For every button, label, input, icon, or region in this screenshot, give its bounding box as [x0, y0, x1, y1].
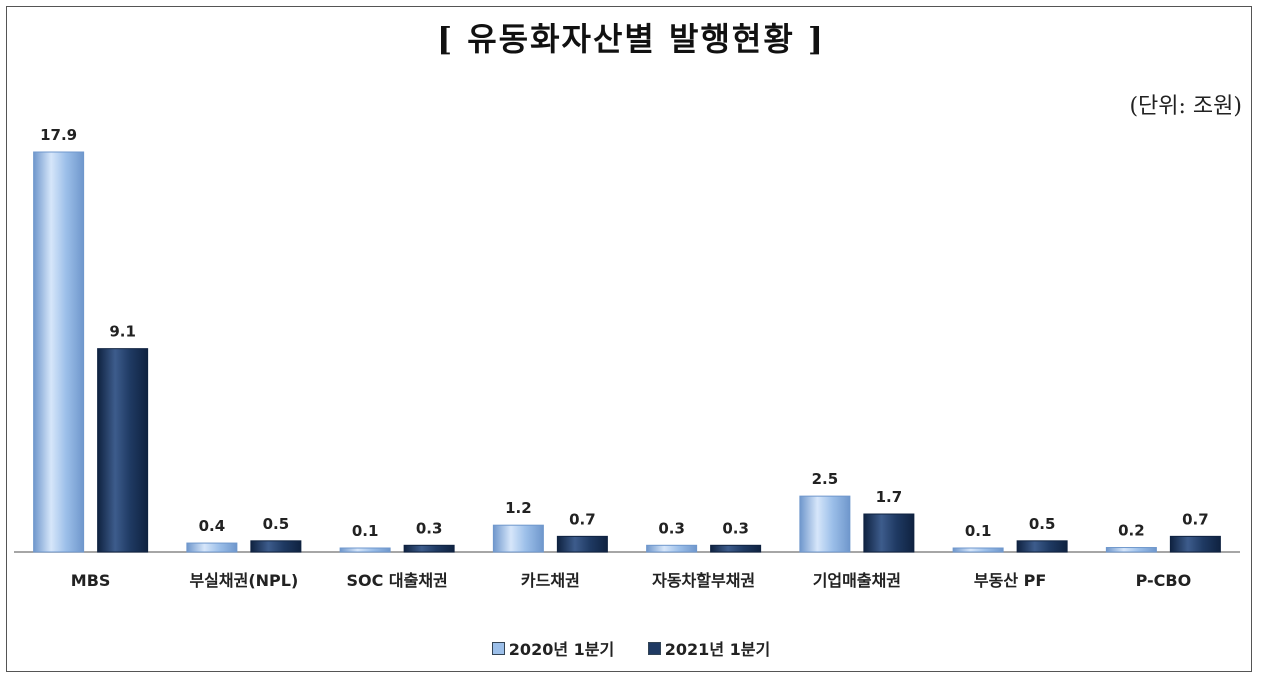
- category-label-5: 기업매출채권: [813, 571, 901, 590]
- data-label-2021-4: 0.3: [722, 519, 749, 537]
- bar-2020-1: [186, 542, 238, 553]
- chart-title: [ 유동화자산별 발행현황 ]: [436, 20, 826, 58]
- category-label-6: 부동산 PF: [974, 571, 1046, 590]
- unit-label: (단위: 조원): [1129, 94, 1242, 119]
- data-label-2021-6: 0.5: [1029, 515, 1056, 533]
- data-label-2020-5: 2.5: [812, 470, 839, 488]
- bar-2021-1: [250, 540, 302, 553]
- category-label-1: 부실채권(NPL): [189, 571, 298, 590]
- data-label-2021-5: 1.7: [876, 488, 903, 506]
- data-label-2020-6: 0.1: [965, 522, 992, 540]
- bar-2021-6: [1016, 540, 1068, 553]
- bar-2020-5: [799, 495, 851, 553]
- bar-2020-0: [33, 151, 85, 553]
- bar-2020-6: [952, 547, 1004, 553]
- legend-item-2020: 2020년 1분기: [491, 636, 615, 660]
- bar-2021-3: [556, 535, 608, 553]
- data-label-2021-7: 0.7: [1182, 510, 1209, 528]
- bar-2020-4: [646, 544, 698, 553]
- legend-swatch-2020: [491, 641, 505, 655]
- category-label-2: SOC 대출채권: [346, 571, 447, 590]
- bar-2020-7: [1105, 547, 1157, 553]
- legend-label-2020: 2020년 1분기: [508, 640, 615, 659]
- bar-2021-2: [403, 544, 455, 553]
- legend-item-2021: 2021년 1분기: [647, 636, 771, 660]
- category-label-7: P-CBO: [1136, 571, 1192, 590]
- category-label-3: 카드채권: [521, 571, 580, 590]
- data-label-2021-1: 0.5: [263, 515, 290, 533]
- data-label-2020-4: 0.3: [658, 519, 685, 537]
- data-label-2020-7: 0.2: [1118, 522, 1145, 540]
- data-label-2020-0: 17.9: [40, 126, 77, 144]
- data-label-2021-2: 0.3: [416, 519, 443, 537]
- data-label-2021-3: 0.7: [569, 510, 596, 528]
- category-label-4: 자동차할부채권: [652, 571, 755, 590]
- bar-2021-5: [863, 513, 915, 553]
- legend-label-2021: 2021년 1분기: [664, 640, 771, 659]
- bar-2021-7: [1169, 535, 1221, 553]
- data-label-2021-0: 9.1: [109, 323, 136, 341]
- legend: 2020년 1분기 2021년 1분기: [0, 636, 1262, 660]
- bar-2021-0: [97, 348, 149, 553]
- data-label-2020-2: 0.1: [352, 522, 379, 540]
- data-label-2020-1: 0.4: [199, 517, 226, 535]
- bar-2020-3: [492, 524, 544, 553]
- chart-frame: [6, 6, 1252, 672]
- category-label-0: MBS: [71, 571, 111, 590]
- bar-2020-2: [339, 547, 391, 553]
- bar-2021-4: [710, 544, 762, 553]
- legend-swatch-2021: [647, 641, 661, 655]
- data-label-2020-3: 1.2: [505, 499, 532, 517]
